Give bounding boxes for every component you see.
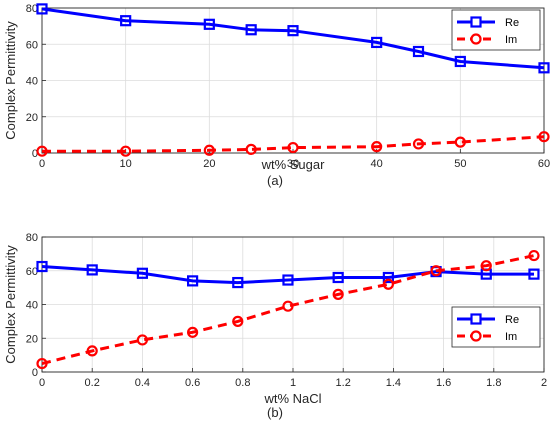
data-point-im	[245, 143, 257, 155]
data-point-re	[187, 275, 199, 287]
data-point-im	[480, 260, 492, 272]
legend-label-im: Im	[505, 331, 517, 343]
legend: Re Im	[451, 306, 541, 348]
x-axis-label: wt% Sugar	[261, 157, 326, 172]
x-tick-label: 1	[290, 377, 296, 389]
series-line-re	[41, 7, 545, 70]
y-tick-label: 60	[26, 39, 38, 51]
data-point-re	[36, 3, 48, 15]
data-point-im	[287, 141, 299, 154]
legend-label-re: Re	[505, 17, 519, 29]
data-point-re	[245, 24, 257, 36]
data-point-re	[120, 15, 132, 27]
x-tick-label: 0.4	[135, 377, 150, 389]
data-point-im	[36, 145, 48, 157]
x-tick-label: 0	[39, 377, 45, 389]
legend-marker-re	[470, 313, 482, 325]
data-point-im	[382, 278, 394, 290]
data-point-re	[382, 271, 394, 284]
y-axis-label: Complex Permittivity	[3, 245, 18, 364]
chart-1: 0 10 20 30 40 50 60 0 20 40 60 80 Re Im wt% Sugar Compl…	[3, 3, 550, 188]
data-point-im	[454, 136, 466, 148]
data-point-re	[371, 36, 383, 49]
data-point-im	[371, 141, 383, 153]
y-axis-label: Complex Permittivity	[3, 21, 18, 140]
chart-caption: (a)	[267, 173, 283, 188]
x-tick-label: 30	[287, 158, 299, 170]
y-tick-label: 80	[26, 3, 38, 15]
legend-label-re: Re	[505, 314, 519, 326]
legend-box	[451, 9, 541, 51]
chart-2: 0 0.2 0.4 0.6 0.8 1 1.2 1.4 1.6 1.8 2020406080ReIm…	[3, 232, 547, 420]
x-tick-label: 0	[39, 158, 45, 170]
data-point-im	[412, 138, 425, 150]
series-line-im	[41, 254, 535, 366]
x-tick-label: 40	[371, 158, 383, 170]
x-tick-label: 0.6	[185, 377, 200, 389]
data-point-re	[287, 25, 299, 37]
data-point-re	[203, 18, 215, 30]
y-tick-label: 20	[26, 333, 38, 345]
data-point-re	[282, 274, 294, 286]
data-point-im	[203, 144, 215, 156]
legend-label-im: Im	[505, 34, 517, 46]
data-point-im	[120, 145, 132, 157]
x-tick-label: 20	[203, 158, 215, 170]
data-point-im	[430, 265, 442, 277]
x-tick-label: 0.8	[235, 377, 250, 389]
x-axis-label: wt% NaCl	[263, 391, 321, 406]
legend-box	[451, 306, 541, 348]
data-point-re	[136, 267, 148, 279]
x-tick-label: 50	[454, 158, 466, 170]
data-point-re	[454, 55, 466, 68]
x-tick-label: 10	[120, 158, 132, 170]
series-line-re	[41, 265, 534, 285]
x-tick-label: 1.8	[486, 377, 501, 389]
x-tick-label: 60	[538, 158, 550, 170]
data-point-im	[528, 249, 540, 262]
x-tick-label: 0.2	[85, 377, 100, 389]
data-point-re	[232, 276, 244, 289]
data-point-re	[332, 271, 344, 284]
x-tick-label: 2	[541, 377, 547, 389]
data-point-re	[412, 45, 425, 58]
x-tick-label: 1.4	[386, 377, 401, 389]
data-point-im	[136, 334, 148, 346]
series-line-im	[42, 135, 545, 153]
y-tick-label: 20	[26, 112, 38, 124]
y-tick-label: 40	[26, 76, 38, 88]
data-point-re	[86, 264, 98, 276]
legend: Re Im	[451, 9, 541, 51]
data-point-im	[538, 131, 550, 143]
y-tick-label: 0	[32, 367, 38, 379]
data-point-re	[538, 62, 550, 74]
chart-caption: (b)	[267, 405, 283, 420]
data-point-im	[187, 326, 199, 338]
axes-box	[41, 236, 545, 373]
data-point-im	[36, 357, 48, 370]
data-point-im	[332, 288, 344, 300]
legend-marker-im	[470, 330, 482, 342]
x-tick-label: 1.6	[436, 377, 451, 389]
x-tick-label: 1.2	[336, 377, 351, 389]
legend-marker-re	[470, 16, 482, 28]
data-point-re	[528, 268, 540, 280]
data-point-im	[282, 300, 294, 312]
y-tick-label: 60	[26, 266, 38, 278]
y-tick-label: 0	[32, 148, 38, 160]
y-tick-label: 80	[26, 232, 38, 244]
data-point-re	[36, 260, 48, 273]
data-point-im	[86, 345, 98, 357]
data-point-im	[232, 315, 244, 327]
legend-marker-im	[470, 33, 482, 45]
y-tick-label: 40	[26, 300, 38, 312]
